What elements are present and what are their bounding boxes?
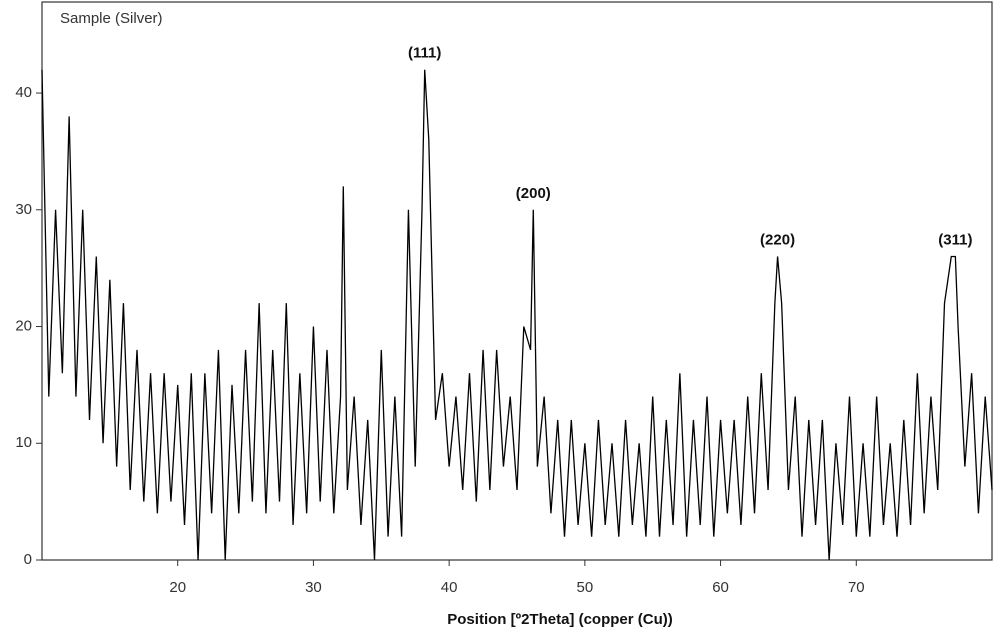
peak-label: (111) bbox=[408, 45, 441, 62]
x-tick-label: 40 bbox=[441, 579, 458, 596]
y-tick-label: 10 bbox=[15, 434, 32, 451]
x-tick-label: 50 bbox=[577, 579, 594, 596]
y-tick-label: 30 bbox=[15, 201, 32, 218]
data-line bbox=[41, 69, 993, 561]
y-tick-label: 40 bbox=[15, 84, 32, 101]
chart-title: Sample (Silver) bbox=[60, 10, 163, 27]
x-tick-label: 60 bbox=[712, 579, 729, 596]
y-tick-label: 20 bbox=[15, 317, 32, 334]
x-tick-label: 70 bbox=[848, 579, 865, 596]
peak-label: (311) bbox=[938, 231, 972, 248]
y-tick-label: 0 bbox=[24, 551, 32, 568]
x-tick-label: 20 bbox=[169, 579, 186, 596]
x-tick-label: 30 bbox=[305, 579, 322, 596]
plot-frame bbox=[41, 1, 993, 561]
peak-label: (220) bbox=[760, 231, 795, 248]
x-axis-label: Position [º2Theta] (copper (Cu)) bbox=[447, 611, 672, 628]
peak-label: (200) bbox=[516, 185, 551, 202]
